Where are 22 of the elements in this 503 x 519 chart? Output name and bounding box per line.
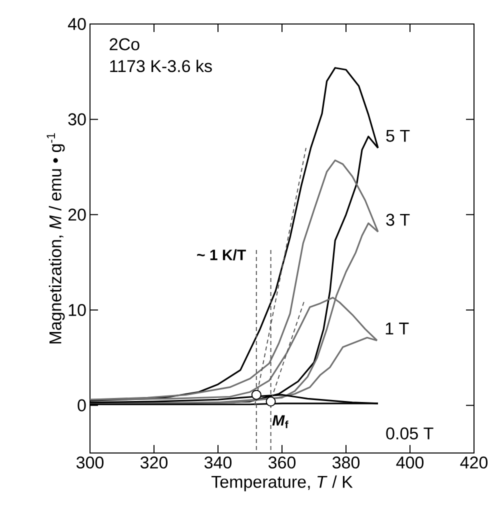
y-axis-title: Magnetization, M / emu • g$^{-1}$ [46, 133, 65, 344]
series-label: 1 T [386, 322, 409, 334]
series-label: 5 T [386, 130, 410, 142]
x-tick-label: 320 [140, 456, 168, 469]
series-label: 0.05 T [386, 427, 434, 440]
y-tick-label: 40 [68, 18, 86, 30]
annotation: ~ 1 K/T [197, 249, 246, 260]
x-tick-label: 340 [204, 456, 232, 469]
x-axis-title: Temperature, T / K [211, 475, 353, 492]
x-tick-label: 420 [460, 456, 488, 469]
x-tick-label: 360 [268, 456, 296, 469]
x-tick-label: 380 [332, 456, 360, 469]
annotation: 2Co [110, 38, 140, 50]
annotation: M$_{f}$ [272, 415, 288, 428]
y-tick-label: 0 [78, 399, 86, 412]
y-tick-label: 30 [68, 113, 86, 126]
series-label: 3 T [386, 214, 410, 226]
x-tick-label: 300 [76, 456, 104, 469]
y-tick-label: 20 [68, 208, 86, 221]
y-tick-label: 10 [68, 304, 86, 316]
x-tick-label: 400 [396, 456, 424, 469]
annotation: 1173 K-3.6 ks [110, 60, 212, 72]
